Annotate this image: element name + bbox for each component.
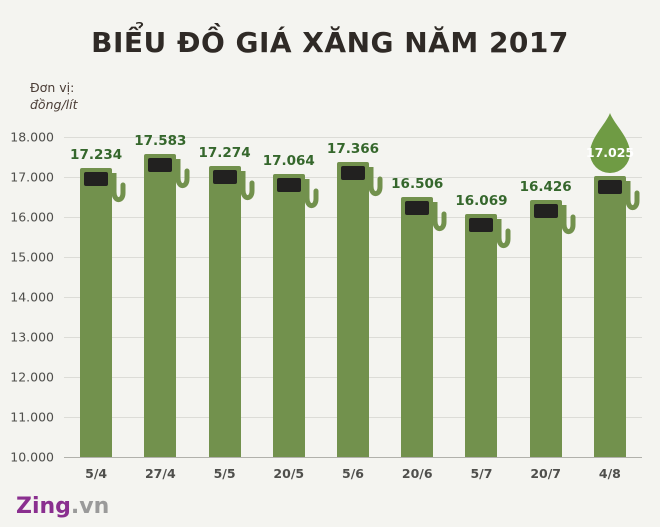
- x-tick-label: 20/5: [273, 466, 305, 481]
- bar: [80, 167, 126, 457]
- unit-prefix: Đơn vị:: [30, 80, 75, 95]
- x-tick-label: 5/5: [213, 466, 236, 481]
- price-droplet: 17.025: [586, 112, 634, 174]
- unit-label: Đơn vị: đồng/lít: [30, 80, 78, 114]
- plot-area: 18.000 17.000 16.000 15.000 14.000 13.000 12.0…: [10, 113, 642, 481]
- pump-nozzle-icon: [625, 181, 640, 211]
- bar: [208, 166, 255, 457]
- bar: [144, 153, 190, 457]
- pump-display-icon: [84, 171, 109, 186]
- pump-nozzle-icon: [496, 219, 511, 249]
- bar-column: 17.025: [578, 113, 642, 457]
- bar-column: 16.426: [514, 137, 578, 457]
- bar: [529, 199, 576, 457]
- bar-value-label: 17.025: [585, 145, 635, 160]
- bar-column: 17.274: [192, 137, 256, 457]
- pump-nozzle-icon: [368, 167, 383, 197]
- pump-display-icon: [597, 180, 622, 194]
- bar-value-label: 16.506: [391, 175, 444, 192]
- x-tick-label: 20/6: [401, 466, 433, 481]
- bar: [401, 196, 447, 457]
- bar-value-label: 16.426: [519, 178, 572, 195]
- unit-value: đồng/lít: [30, 96, 78, 112]
- pump-display-icon: [276, 178, 301, 193]
- x-tick-label: 4/8: [598, 466, 621, 481]
- bar: [465, 214, 511, 457]
- y-tick-label: 15.000: [10, 249, 54, 265]
- pump-nozzle-icon: [561, 204, 576, 235]
- y-tick-label: 11.000: [10, 409, 54, 425]
- pump-display-icon: [148, 157, 173, 172]
- pump-display-icon: [469, 218, 494, 233]
- pump-display-icon: [340, 166, 365, 181]
- bar: [272, 174, 319, 457]
- bar-column: 17.234: [64, 137, 128, 457]
- pump-nozzle-icon: [175, 158, 190, 188]
- bar-column: 16.506: [385, 137, 449, 457]
- chart-title: BIỂU ĐỒ GIÁ XĂNG NĂM 2017: [91, 26, 569, 59]
- pump-nozzle-icon: [432, 201, 447, 231]
- bar-column: 16.069: [449, 137, 513, 457]
- pump-nozzle-icon: [304, 179, 319, 209]
- bar-value-label: 17.583: [134, 132, 187, 149]
- droplet-icon: [589, 113, 630, 173]
- y-tick-label: 10.000: [10, 449, 54, 465]
- pump-display-icon: [533, 203, 558, 218]
- zing-logo-text: Zing: [16, 494, 71, 519]
- y-tick-label: 16.000: [10, 209, 54, 225]
- x-tick-label: 20/7: [530, 466, 561, 481]
- bar-value-label: 17.064: [262, 153, 315, 170]
- y-tick-label: 14.000: [10, 289, 54, 305]
- x-tick-label: 27/4: [144, 466, 176, 481]
- bar-value-label: 17.366: [326, 141, 380, 158]
- bar-column: 17.064: [257, 137, 321, 457]
- bar: [593, 176, 640, 457]
- y-tick-label: 18.000: [10, 129, 54, 145]
- bar-column: 17.583: [128, 133, 192, 457]
- pump-nozzle-icon: [240, 171, 255, 201]
- zing-logo: Zing.vn: [16, 494, 109, 519]
- x-tick-label: 5/7: [470, 466, 493, 481]
- y-tick-label: 13.000: [10, 329, 54, 345]
- bar-value-label: 16.069: [455, 193, 508, 210]
- bar-column: 17.366: [321, 137, 385, 457]
- y-tick-label: 12.000: [10, 369, 54, 385]
- bar-value-label: 17.234: [70, 146, 123, 163]
- gridline: [64, 137, 642, 138]
- zing-logo-suffix: .vn: [70, 494, 110, 519]
- bar-value-label: 17.274: [198, 145, 251, 162]
- pump-display-icon: [212, 170, 237, 185]
- pump-nozzle-icon: [111, 172, 126, 202]
- x-tick-label: 5/6: [342, 466, 364, 481]
- bar: [336, 162, 383, 457]
- gridline: [64, 457, 642, 458]
- pump-display-icon: [405, 200, 430, 215]
- x-tick-label: 5/4: [85, 466, 108, 481]
- y-tick-label: 17.000: [10, 169, 54, 185]
